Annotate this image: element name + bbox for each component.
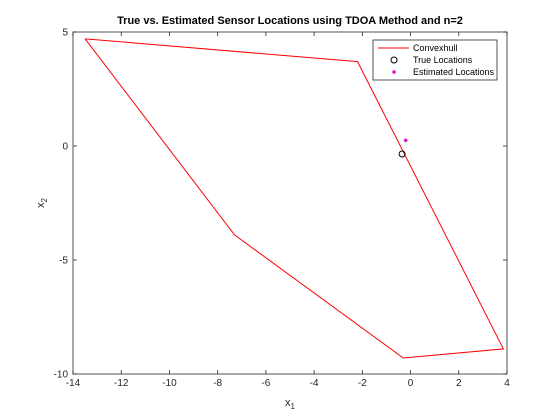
x-tick-label: -12: [114, 378, 129, 389]
star-stroke: [404, 138, 408, 142]
chart-title: True vs. Estimated Sensor Locations usin…: [117, 15, 463, 27]
series-estimated-locations: [403, 138, 408, 143]
x-tick-label: -6: [261, 378, 270, 389]
legend-star-symbol: [392, 70, 396, 74]
y-tick-label: 0: [62, 142, 68, 153]
x-tick-label: -10: [162, 378, 177, 389]
y-axis-label: x2: [35, 197, 49, 208]
true-location-point: [398, 150, 406, 158]
convexhull-line: [84, 38, 505, 359]
estimated-location-point: [403, 138, 408, 143]
x-tick-label: -8: [213, 378, 222, 389]
legend-label: Estimated Locations: [413, 67, 495, 77]
y-axis-label-sub: 2: [40, 197, 49, 202]
series-true-locations: [398, 150, 406, 158]
x-tick-label: 2: [456, 378, 462, 389]
x-tick-label: 4: [504, 378, 510, 389]
series-layer: [84, 38, 505, 359]
legend-circle-symbol: [390, 56, 398, 64]
x-tick-label: -2: [358, 378, 367, 389]
x-axis-label-base: x: [285, 397, 291, 409]
legend-entry: Estimated Locations: [392, 67, 495, 77]
axes-layer: -14 -12 -10 -8 -6 -4 -2 0 2 4 -10 -5 0 5: [54, 28, 511, 390]
y-tick-label: 5: [62, 28, 68, 39]
x-tick-label: 0: [408, 378, 414, 389]
plot-area: [73, 32, 507, 374]
legend-entry: True Locations: [390, 55, 473, 65]
legend: Convexhull True Locations Estimated Locati…: [372, 39, 498, 81]
y-tick-label: -5: [59, 256, 68, 267]
x-axis-label: x1: [285, 397, 296, 411]
axes-box: [72, 31, 508, 375]
x-tick-label: -14: [66, 378, 81, 389]
y-tick-label: -10: [54, 370, 69, 381]
legend-label: Convexhull: [413, 43, 458, 53]
series-convexhull: [84, 38, 505, 359]
legend-label: True Locations: [413, 55, 473, 65]
x-tick-label: -4: [310, 378, 319, 389]
x-axis-label-sub: 1: [291, 402, 296, 411]
legend-entry: Convexhull: [378, 43, 458, 53]
y-axis-label-base: x: [35, 202, 47, 208]
